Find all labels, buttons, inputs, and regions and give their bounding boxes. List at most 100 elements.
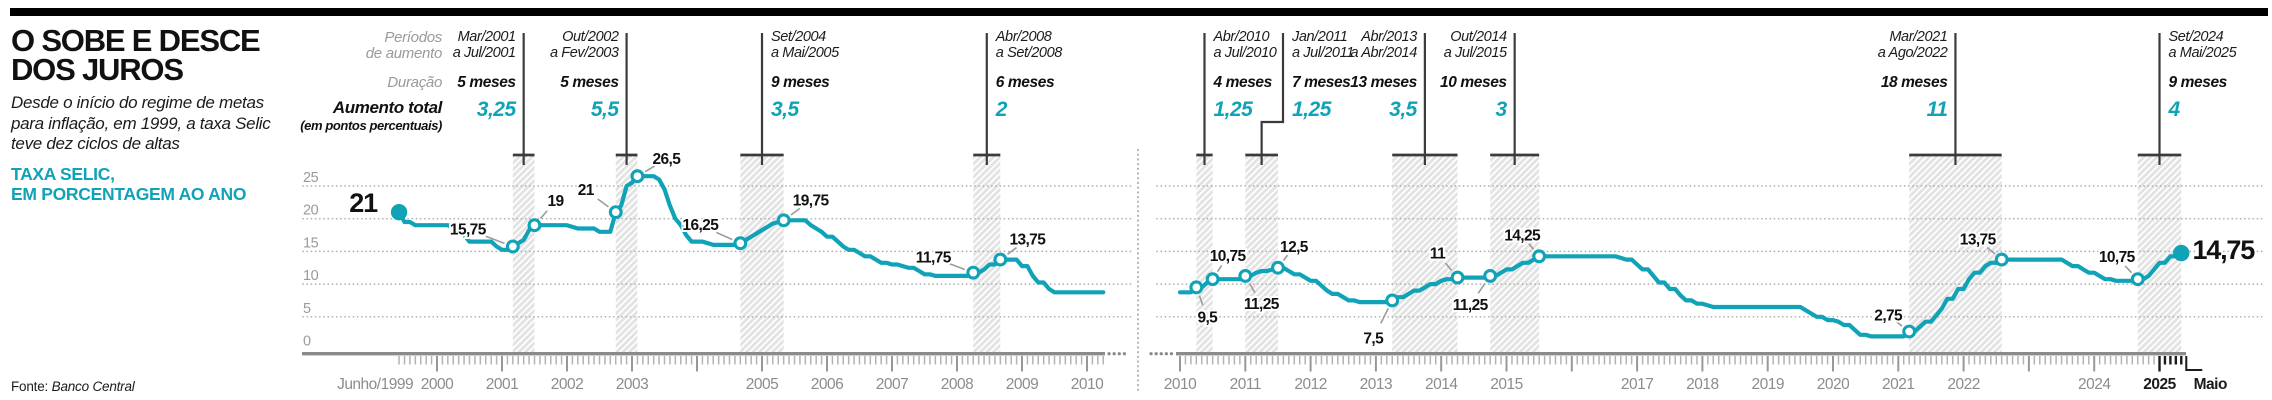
- decision-point-19,75: [776, 213, 791, 228]
- x-axis-label-maio: Maio: [2194, 376, 2227, 393]
- subtitle: Desde o início do regime de metas para i…: [11, 93, 271, 154]
- endpoint-14,75: [2173, 244, 2190, 262]
- increase-band-5: [1196, 155, 1213, 352]
- x-axis-label-2019: 2019: [1751, 376, 1783, 393]
- duration-label: Duração: [387, 73, 442, 91]
- cycle-total-increase: 11: [1926, 97, 1948, 121]
- decision-point-26,5: [630, 169, 645, 184]
- cycle-duration: 13 meses: [1350, 73, 1417, 91]
- cycle-total-increase: 1,25: [1213, 97, 1253, 121]
- annotation-label-column: Períodos de aumento Duração Aumento tota…: [300, 30, 442, 133]
- x-axis-label-2008: 2008: [941, 376, 973, 393]
- cycle-period: Abr/2010 a Jul/2010: [1213, 29, 1277, 61]
- cycle-3-annotation: Set/2004 a Mai/2005 9 meses 3,5: [771, 29, 839, 122]
- y-axis-label-0: 0: [303, 334, 311, 350]
- decision-point-15,75: [505, 239, 520, 254]
- cycle-total-increase: 2: [995, 97, 1008, 121]
- value-label-11,25: 11,25: [1453, 297, 1489, 314]
- cycle-period: Set/2024 a Mai/2025: [2168, 29, 2237, 61]
- intro-block: O SOBE E DESCE DOS JUROS Desde o início …: [11, 25, 301, 205]
- y-axis-label-20: 20: [303, 203, 319, 219]
- increase-band-2: [615, 155, 638, 352]
- value-label-14,75: 14,75: [2192, 235, 2255, 265]
- decision-point-10,75: [1205, 272, 1220, 287]
- x-axis-label-2003: 2003: [616, 376, 648, 393]
- cycle-period: Jan/2011 a Jul/2011: [1292, 29, 1354, 61]
- decision-point-11,25: [1483, 268, 1498, 283]
- cycle-total-increase: 1,25: [1292, 97, 1331, 121]
- chart-kicker: TAXA SELIC, EM PORCENTAGEM AO ANO: [11, 165, 301, 204]
- decision-point-7,5: [1385, 293, 1400, 308]
- cycle-period: Out/2002 a Fev/2003: [550, 29, 619, 61]
- decision-point-19: [527, 218, 542, 233]
- increase-band-10: [2137, 155, 2182, 352]
- increase-band-6: [1245, 155, 1278, 352]
- x-axis-label-2011: 2011: [1230, 376, 1261, 393]
- cycle-duration: 4 meses: [1213, 73, 1272, 91]
- cycle-duration: 18 meses: [1880, 73, 1948, 91]
- x-axis-label-2017: 2017: [1621, 376, 1653, 393]
- cycle-duration: 10 meses: [1440, 73, 1507, 91]
- decision-point-2,75: [1902, 324, 1917, 339]
- x-axis-label-2012: 2012: [1294, 376, 1326, 393]
- x-axis-label-2013: 2013: [1360, 376, 1392, 393]
- y-axis-label-25: 25: [303, 170, 319, 186]
- source-credit: Fonte: Banco Central: [11, 379, 135, 394]
- x-axis-label-2018: 2018: [1686, 376, 1718, 393]
- value-label-10,75: 10,75: [2099, 249, 2136, 266]
- page-title: O SOBE E DESCE DOS JUROS: [11, 25, 301, 85]
- kicker-line-1: TAXA SELIC,: [11, 164, 115, 185]
- x-axis-label-2010: 2010: [1071, 376, 1104, 393]
- cycle-total-increase: 3: [1495, 97, 1507, 121]
- cycle-total-increase: 3,5: [1389, 97, 1417, 121]
- increase-band-4: [973, 155, 1001, 352]
- x-axis-label-2009: 2009: [1006, 376, 1038, 393]
- x-axis-label-2025: 2025: [2143, 376, 2176, 393]
- cycle-period: Abr/2013 a Abr/2014: [1350, 29, 1417, 61]
- increase-band-1: [512, 155, 535, 352]
- increase-band-8: [1490, 155, 1540, 352]
- value-label-14,25: 14,25: [1504, 227, 1541, 244]
- data-labels: 21 15,75 19 21 26,5 16,25 19,75 11,75 13,75 9,5 10…: [347, 149, 2258, 349]
- cycle-period: Set/2004 a Mai/2005: [771, 29, 839, 61]
- value-label-9,5: 9,5: [1197, 309, 1218, 326]
- value-label-11,25: 11,25: [1244, 296, 1280, 313]
- cycle-total-increase: 3,5: [771, 97, 799, 121]
- periods-label: Períodos de aumento: [365, 29, 443, 62]
- value-label-11: 11: [1430, 246, 1446, 263]
- value-label-26,5: 26,5: [653, 151, 682, 168]
- x-axis-label-2000: 2000: [421, 376, 454, 393]
- cycle-total-increase: 3,25: [476, 97, 516, 121]
- value-label-21: 21: [349, 188, 378, 218]
- value-label-12,5: 12,5: [1280, 239, 1309, 256]
- cycle-duration: 6 meses: [995, 73, 1055, 91]
- cycle-period: Mar/2021 a Ago/2022: [1877, 29, 1948, 61]
- y-axis-label-5: 5: [303, 301, 311, 317]
- value-label-7,5: 7,5: [1363, 330, 1384, 347]
- cycle-duration: 5 meses: [457, 73, 516, 91]
- decision-point-13,75: [1994, 252, 2009, 267]
- cycle-7-annotation: Abr/2013 a Abr/2014 13 meses 3,5: [1350, 29, 1417, 122]
- x-axis-label-2014: 2014: [1425, 376, 1458, 393]
- value-label-15,75: 15,75: [450, 221, 487, 238]
- cycle-5-annotation: Abr/2010 a Jul/2010 4 meses 1,25: [1213, 29, 1277, 122]
- source-value: Banco Central: [51, 379, 135, 394]
- value-label-11,75: 11,75: [916, 250, 952, 267]
- cycle-1-annotation: Mar/2001 a Jul/2001 5 meses 3,25: [453, 29, 516, 122]
- x-axis-label-2001: 2001: [486, 376, 518, 393]
- total-increase-sublabel: (em pontos percentuais): [300, 117, 442, 133]
- decision-point-21: [608, 205, 623, 220]
- decision-point-11: [1450, 270, 1465, 285]
- x-axis-label-2020: 2020: [1817, 376, 1850, 393]
- selic-line-left: [397, 174, 1106, 295]
- axes: Junho/1999 2000 2001 2002 2003 2005 2006 2007 20…: [302, 170, 2227, 393]
- top-rule: [10, 8, 2268, 16]
- cycle-duration: 9 meses: [2168, 73, 2228, 91]
- cycle-10-annotation: Set/2024 a Mai/2025 9 meses 4: [2168, 29, 2237, 122]
- value-label-21: 21: [578, 182, 595, 199]
- value-label-10,75: 10,75: [1210, 248, 1247, 265]
- value-label-13,75: 13,75: [1009, 232, 1046, 249]
- value-label-19: 19: [547, 193, 564, 210]
- decision-point-10,75: [2130, 272, 2145, 287]
